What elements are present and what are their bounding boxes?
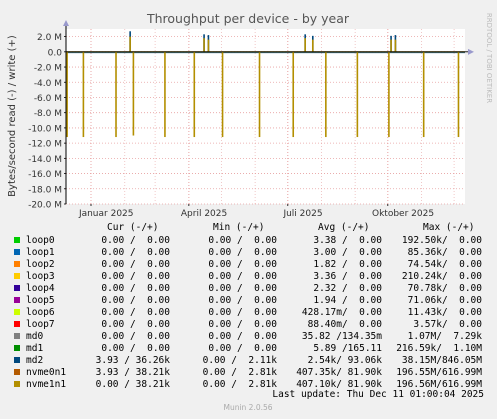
x-axis-arrow-icon (468, 48, 474, 55)
y-tick-label: -4.0 M (34, 79, 62, 89)
spike-read-nvme1n1 (325, 51, 327, 138)
spike-read-nvme1n1 (388, 51, 390, 138)
y-tick-label: -8.0 M (34, 109, 62, 119)
plot-area (66, 29, 465, 204)
y-axis-arrow-icon (63, 20, 69, 26)
spike-read-nvme1n1 (258, 51, 261, 138)
y-tick-label: -6.0 M (34, 94, 62, 104)
spike-read-nvme1n1 (292, 51, 295, 138)
spike-write-nvme1n1 (390, 39, 392, 52)
spike-read-nvme1n1 (422, 51, 425, 138)
x-axis-ticks: Januar 2025 April 2025 Juli 2025 Oktober 20… (78, 204, 434, 219)
y-tick-label: -12.0 M (28, 140, 62, 150)
spike-read-nvme1n1 (457, 51, 460, 138)
y-tick-label: 2.0 M (37, 33, 62, 43)
spike-write-nvme1n1 (304, 38, 306, 52)
y-axis-ticks: 2.0 M 0.0 -2.0 M -4.0 M -6.0 M -8.0 M -10.0 M -… (28, 33, 66, 211)
spike-read-nvme1n1 (221, 51, 224, 138)
y-tick-label: -16.0 M (28, 170, 62, 180)
x-tick-label: Juli 2025 (282, 209, 322, 219)
y-tick-label: -20.0 M (28, 201, 62, 211)
y-tick-label: -14.0 M (28, 155, 62, 165)
y-tick-label: -10.0 M (28, 124, 62, 134)
rrdtool-credit: RRDTOOL / TOBI OETIKER (485, 13, 493, 103)
spike-read-nvme1n1 (132, 51, 135, 136)
spike-read-nvme1n1 (82, 51, 85, 138)
spike-read-nvme1n1 (193, 51, 196, 138)
spike-write-nvme1n1 (394, 39, 397, 52)
spike-write-nvme1n1 (311, 39, 314, 52)
chart-title: Throughput per device - by year (146, 11, 350, 26)
spike-read-nvme1n1 (115, 51, 117, 138)
x-tick-label: Januar 2025 (78, 209, 134, 219)
spike-write-nvme1n1 (203, 38, 205, 52)
axes (63, 20, 474, 204)
x-tick-label: Oktober 2025 (372, 209, 434, 219)
spike-write-nvme1n1 (129, 36, 131, 52)
y-axis-label: Bytes/second read (-) / write (+) (7, 35, 18, 197)
spike-read-nvme1n1 (66, 51, 68, 138)
x-tick-label: April 2025 (181, 209, 227, 219)
spike-read-nvme1n1 (356, 51, 359, 138)
footer-munin: Munin 2.0.56 (223, 403, 272, 412)
spike-write-nvme1n1 (207, 39, 210, 52)
y-tick-label: 0.0 (48, 48, 63, 58)
y-tick-label: -18.0 M (28, 185, 62, 195)
y-tick-label: -2.0 M (34, 64, 62, 74)
spike-read-nvme1n1 (164, 51, 166, 138)
